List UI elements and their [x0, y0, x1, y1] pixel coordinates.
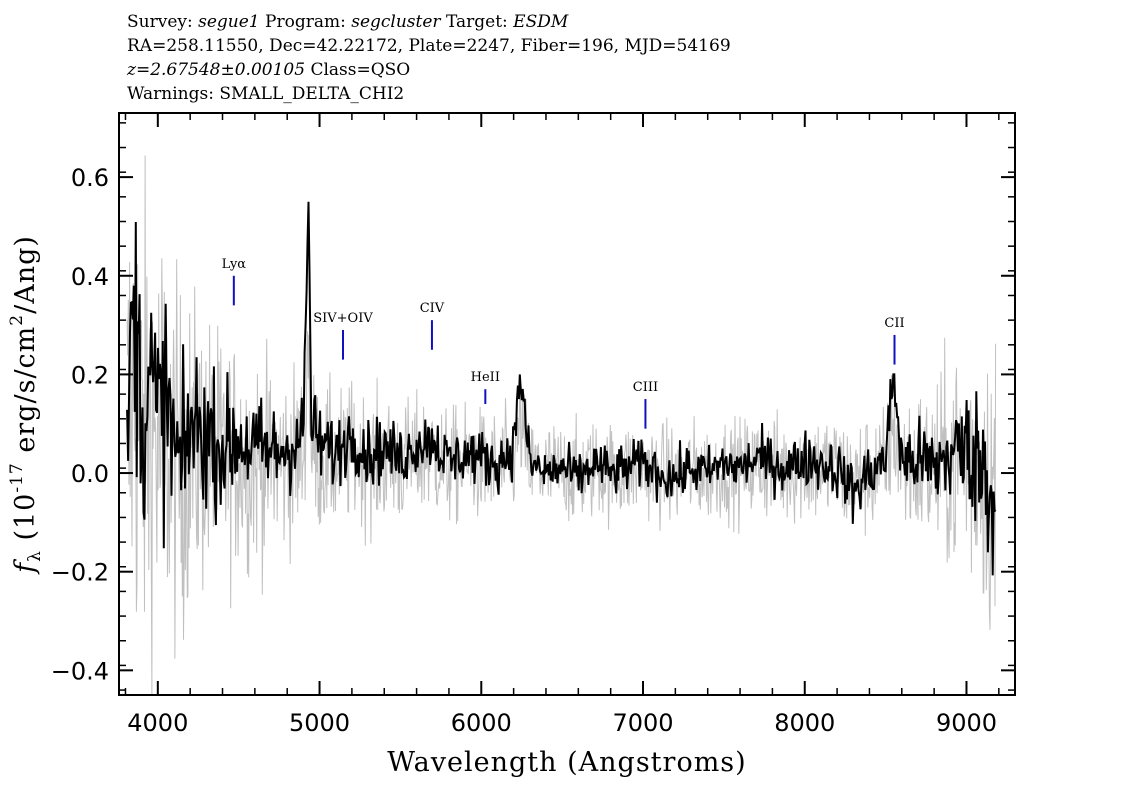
- program-label: Program:: [265, 12, 346, 32]
- class-value: Class=QSO: [310, 60, 411, 80]
- x-tick-label: 8000: [774, 709, 835, 737]
- emission-line-markers: Lyα SIV+OIV CIV HeII CIII CII: [222, 257, 905, 429]
- emission-line-label: CII: [884, 316, 904, 331]
- x-tick-label: 4000: [127, 709, 188, 737]
- x-tick-label: 7000: [612, 709, 673, 737]
- header-line-redshift: z=2.67548±0.00105 Class=QSO: [127, 58, 731, 82]
- y-tick-label: 0.2: [71, 361, 109, 389]
- emission-line-label: CIV: [420, 301, 445, 316]
- header-line-coordinates: RA=258.11550, Dec=42.22172, Plate=2247, …: [127, 36, 731, 56]
- plot-frame: [118, 112, 1016, 696]
- x-tick-label: 5000: [289, 709, 350, 737]
- x-tick-label: 6000: [451, 709, 512, 737]
- survey-value: segue1: [198, 12, 260, 32]
- axis-tick-labels: 4000 5000 6000 7000 8000 9000 −0.4 −0.2 0.0 0.2 0.…: [51, 164, 997, 737]
- y-tick-label: 0.6: [71, 164, 109, 192]
- y-tick-label: 0.0: [71, 460, 109, 488]
- survey-label: Survey:: [127, 12, 193, 32]
- target-value: ESDM: [513, 12, 569, 32]
- program-value: segcluster: [351, 12, 441, 32]
- emission-line-label: SIV+OIV: [313, 311, 373, 326]
- emission-line-label: Lyα: [222, 257, 247, 272]
- header-line-warnings: Warnings: SMALL_DELTA_CHI2: [127, 84, 405, 104]
- x-axis-title: Wavelength (Angstroms): [387, 747, 746, 778]
- axis-ticks: [119, 113, 1015, 695]
- y-tick-label: −0.2: [51, 559, 109, 587]
- redshift-value: z=2.67548±0.00105: [127, 60, 306, 80]
- spectrum-header: Survey: segue1 Program: segcluster Targe…: [127, 10, 731, 106]
- header-line-survey: Survey: segue1 Program: segcluster Targe…: [127, 10, 731, 34]
- emission-line-label: HeII: [471, 370, 500, 385]
- flux-spectrum-line: [126, 201, 997, 576]
- y-tick-label: 0.4: [71, 263, 109, 291]
- y-tick-label: −0.4: [51, 657, 109, 685]
- emission-line-label: CIII: [633, 380, 658, 395]
- flux-series: [126, 201, 997, 576]
- target-label: Target:: [445, 12, 508, 32]
- x-tick-label: 9000: [936, 709, 997, 737]
- y-axis-title: fλ (10-17 erg/s/cm2/Ang): [7, 235, 45, 575]
